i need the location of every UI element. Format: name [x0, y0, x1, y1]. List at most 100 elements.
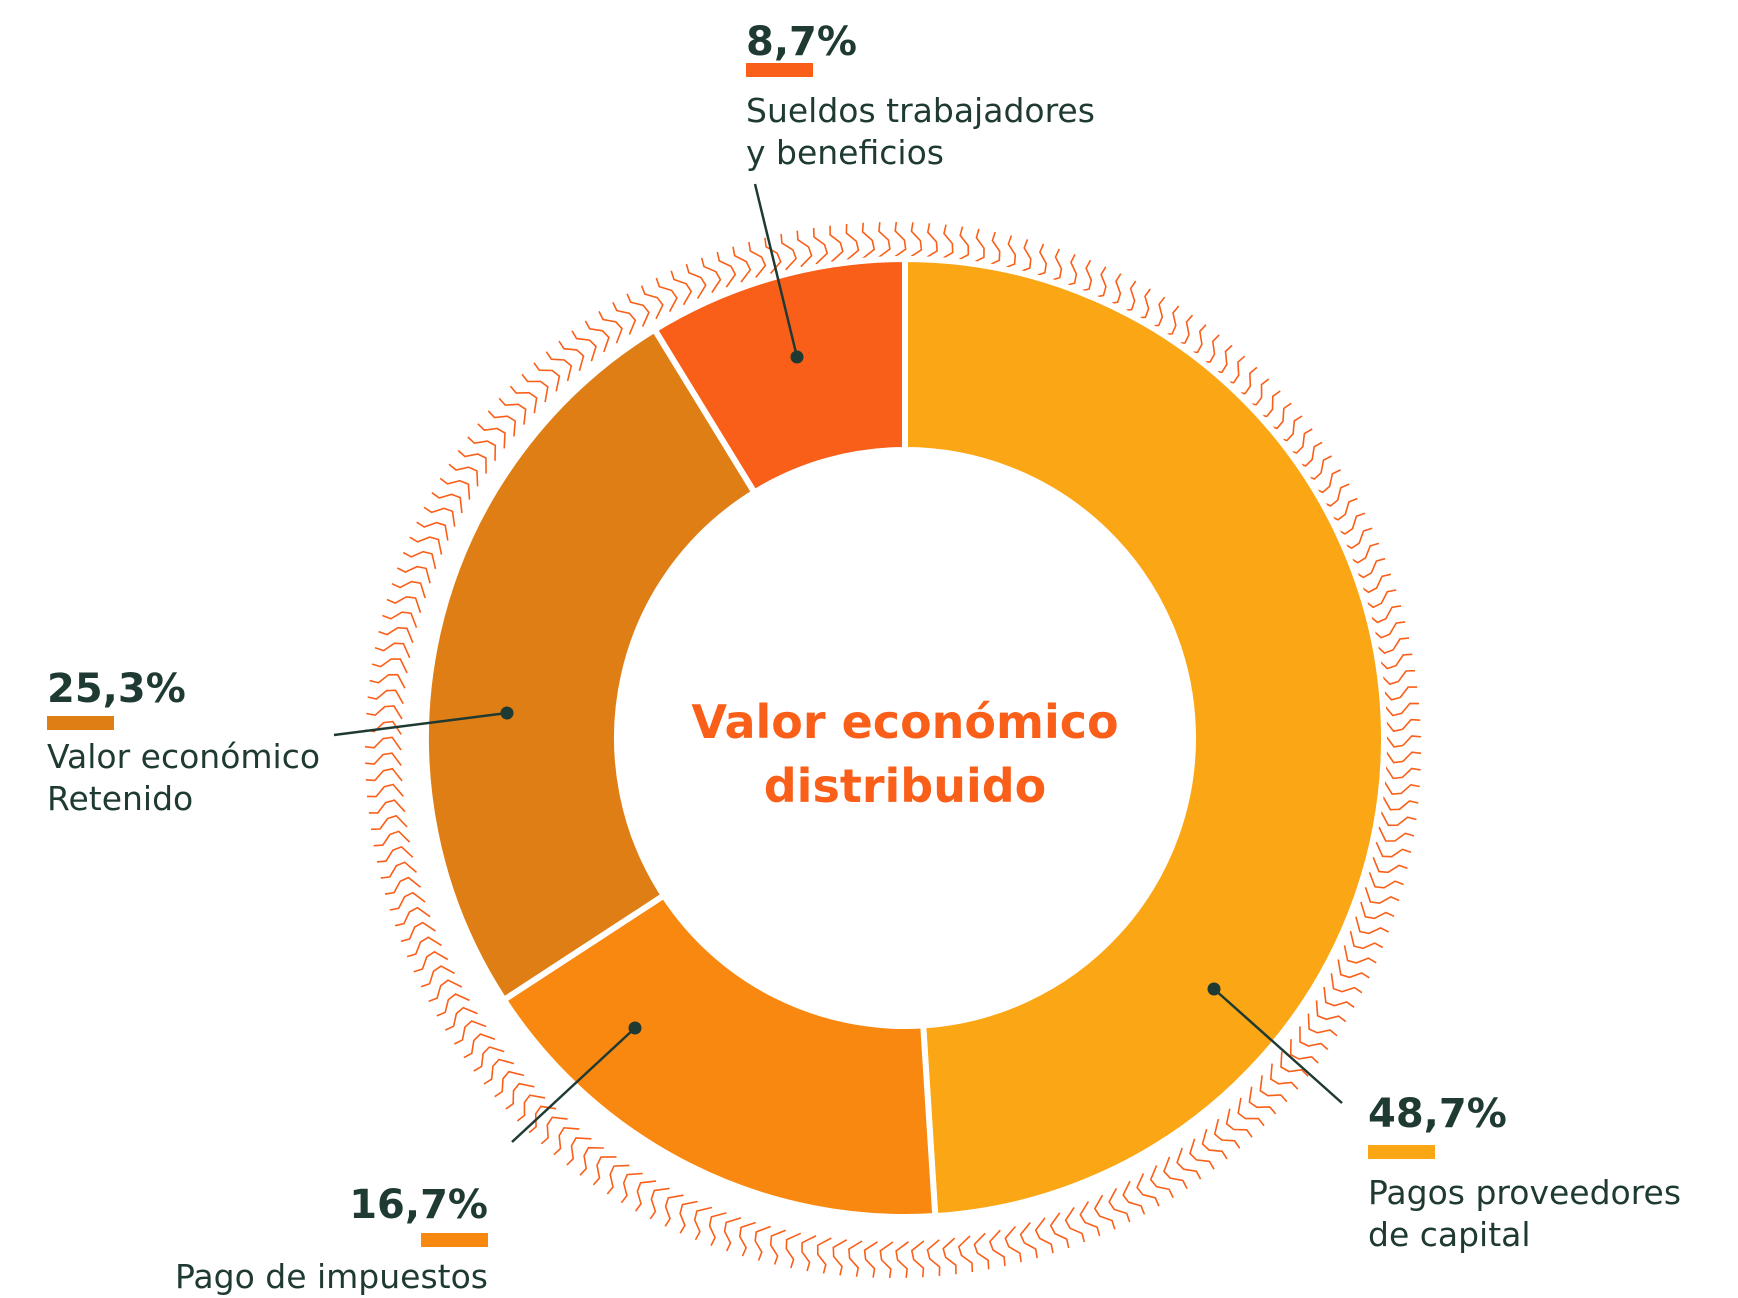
hatch-stroke [373, 830, 411, 847]
hatch-stroke [923, 223, 938, 260]
hatch-stroke [397, 565, 431, 584]
hatch-stroke [391, 580, 426, 599]
hatch-stroke [487, 410, 517, 437]
hatch-stroke [812, 227, 829, 265]
hatch-stroke [1248, 1086, 1277, 1115]
hatch-stroke [579, 1146, 604, 1176]
hatch-stroke [571, 330, 597, 362]
hatch-stroke [380, 861, 418, 879]
hatch-stroke [1337, 959, 1370, 979]
hatch-stroke [895, 1241, 909, 1278]
hatch-stroke [938, 224, 954, 261]
hatch-stroke [1383, 718, 1421, 733]
hatch-stroke [1375, 653, 1413, 670]
hatch-stroke [436, 993, 470, 1017]
hatch-stroke [708, 1212, 727, 1246]
hatch-stroke [378, 626, 414, 644]
hatch-stroke [1004, 1225, 1022, 1263]
legend-swatch [47, 716, 114, 730]
hatch-stroke [801, 1235, 817, 1272]
hatch-stroke [454, 1020, 487, 1045]
hatch-stroke [769, 1229, 787, 1265]
leader-dot [628, 1021, 642, 1035]
hatch-stroke [1059, 254, 1078, 288]
hatch-stroke [389, 891, 426, 911]
hatch-stroke [448, 463, 479, 487]
hatch-stroke [1349, 930, 1384, 950]
hatch-stroke [999, 235, 1017, 271]
hatch-stroke [1307, 1013, 1338, 1037]
hatch-stroke [406, 936, 442, 958]
hatch-stroke [954, 226, 970, 263]
hatch-stroke [1315, 1000, 1347, 1023]
hatch-stroke [1044, 248, 1063, 283]
hatch-stroke [670, 270, 693, 306]
value-label: 8,7% [746, 19, 857, 65]
hatch-stroke [816, 1237, 832, 1274]
hatch-stroke [1343, 945, 1377, 964]
hatch-stroke [1337, 527, 1373, 550]
hatch-stroke [861, 222, 876, 260]
hatch-stroke [942, 1237, 957, 1275]
hatch-stroke [693, 1206, 713, 1241]
hatch-stroke [1378, 826, 1415, 842]
hatch-stroke [1355, 573, 1392, 594]
hatch-stroke [1189, 1138, 1215, 1170]
category-label: Valor económico Retenido [47, 737, 321, 818]
hatch-stroke [420, 965, 455, 988]
hatch-stroke [1176, 1147, 1202, 1180]
hatch-stroke [1372, 637, 1410, 655]
hatch-stroke [879, 1241, 894, 1279]
hatch-stroke [796, 230, 813, 268]
hatch-stroke [1360, 589, 1397, 609]
hatch-stroke [764, 237, 782, 275]
hatch-stroke [463, 1033, 496, 1059]
hatch-stroke [366, 783, 404, 798]
legend-swatch [746, 63, 813, 77]
hatch-stroke [892, 221, 907, 259]
hatch-stroke [1372, 856, 1408, 874]
hatch-stroke [640, 285, 664, 320]
hatch-stroke [984, 231, 1001, 268]
category-label: Pagos proveedores de capital [1368, 1173, 1682, 1254]
hatch-stroke [369, 673, 406, 689]
hatch-stroke [1213, 1118, 1241, 1149]
hatch-stroke [431, 492, 463, 514]
value-label: 48,7% [1368, 1091, 1507, 1137]
hatch-stroke [1383, 780, 1420, 795]
hatch-stroke [516, 1094, 546, 1122]
hatch-stroke [1269, 1063, 1299, 1090]
hatch-stroke [394, 906, 431, 927]
hatch-stroke [1201, 1128, 1228, 1160]
hatch-stroke [1364, 887, 1400, 905]
donut-slice [650, 255, 908, 497]
hatch-stroke [376, 845, 414, 863]
hatch-stroke [685, 263, 707, 299]
leader-dot [1207, 982, 1221, 996]
hatch-stroke [521, 373, 549, 403]
hatch-stroke [754, 1225, 771, 1261]
hatch-stroke [423, 506, 456, 527]
hatch-stroke [1350, 557, 1386, 579]
donut-slice [499, 891, 939, 1220]
hatch-stroke [402, 550, 437, 570]
hatch-stroke [1030, 243, 1048, 279]
hatch-stroke [364, 736, 402, 751]
hatch-stroke [620, 1172, 643, 1204]
hatch-stroke [845, 223, 860, 261]
legend-swatch [421, 1233, 488, 1247]
hatch-stroke [1368, 872, 1404, 889]
hatch-stroke [457, 449, 487, 474]
hatch-stroke [848, 1240, 863, 1277]
hatch-stroke [1122, 1180, 1146, 1215]
hatch-stroke [409, 536, 443, 555]
hatch-stroke [1064, 1207, 1086, 1243]
hatch-stroke [1163, 1156, 1188, 1189]
hatch-stroke [910, 1240, 925, 1278]
hatch-stroke [540, 1116, 568, 1145]
hatch-stroke [428, 979, 463, 1003]
hatch-stroke [1093, 1194, 1116, 1230]
hatch-stroke [649, 1187, 670, 1220]
leader-line [753, 183, 799, 358]
hatch-stroke [509, 385, 538, 414]
